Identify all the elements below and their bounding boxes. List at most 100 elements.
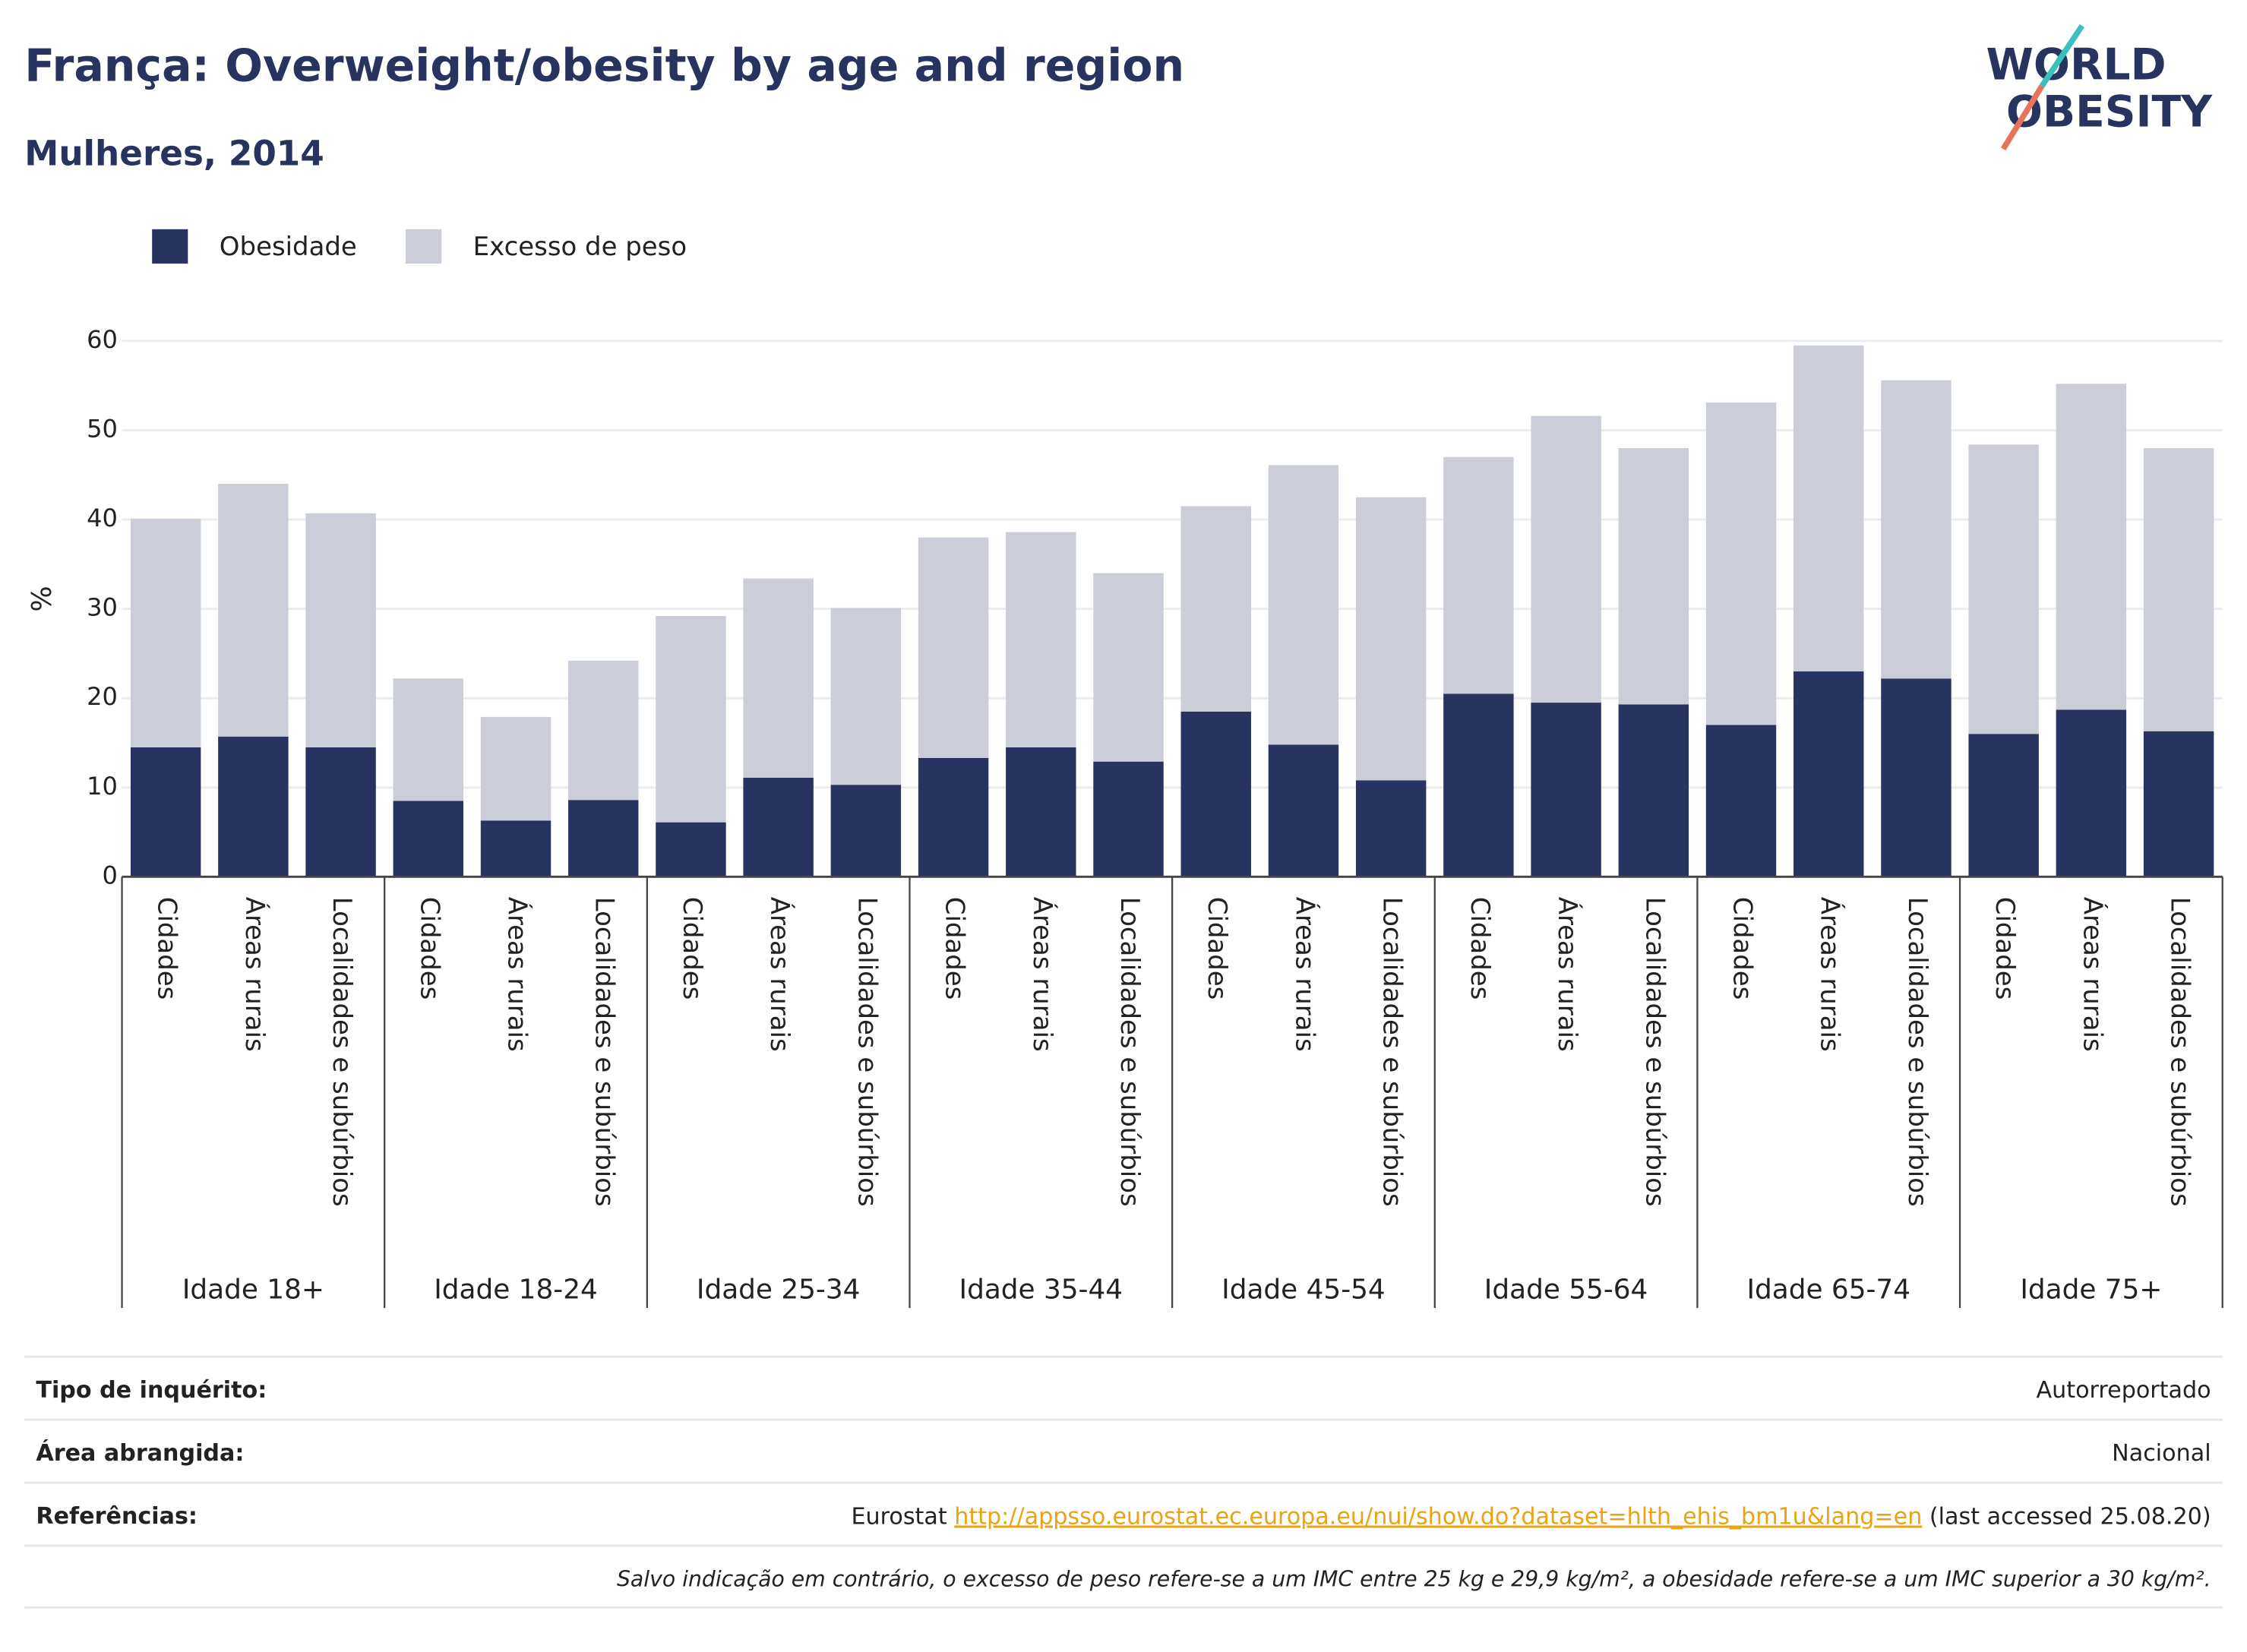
legend-swatch xyxy=(152,229,188,264)
x-tick-label: Cidades xyxy=(940,897,970,1000)
x-tick-label: Cidades xyxy=(414,897,444,1000)
x-tick-label: Localidades e subúrbios xyxy=(327,897,357,1207)
x-tick-label: Localidades e subúrbios xyxy=(2165,897,2195,1207)
bar xyxy=(568,800,639,877)
bar xyxy=(1268,744,1339,877)
logo-slash xyxy=(2039,24,2084,88)
x-tick-label: Áreas rurais xyxy=(1289,897,1320,1052)
logo-text: WORLD xyxy=(1986,39,2166,90)
footer-label: Referências: xyxy=(36,1503,198,1530)
bar xyxy=(2143,447,2214,731)
bar xyxy=(830,785,902,877)
y-tick-label: 10 xyxy=(87,772,118,801)
bar xyxy=(1618,447,1689,705)
x-tick-label: Áreas rurais xyxy=(239,897,270,1052)
bar xyxy=(305,747,376,877)
group-label: Idade 75+ xyxy=(2020,1274,2162,1305)
group-label: Idade 18-24 xyxy=(434,1274,598,1305)
x-tick-label: Cidades xyxy=(1465,897,1495,1000)
bar xyxy=(480,820,551,877)
bar xyxy=(218,484,289,737)
bar xyxy=(743,578,814,778)
group-label: Idade 35-44 xyxy=(959,1274,1124,1305)
legend-swatch xyxy=(406,229,442,264)
bar xyxy=(130,747,201,877)
footer-reference: Eurostat http://appsso.eurostat.ec.europ… xyxy=(851,1503,2211,1530)
logo-text: OBESITY xyxy=(2006,87,2213,137)
x-tick-label: Áreas rurais xyxy=(764,897,795,1052)
bar xyxy=(1705,403,1777,725)
x-tick-label: Localidades e subúrbios xyxy=(589,897,620,1207)
x-tick-label: Cidades xyxy=(1727,897,1758,1000)
y-tick-label: 60 xyxy=(87,325,118,354)
x-tick-label: Áreas rurais xyxy=(502,897,533,1052)
x-tick-label: Áreas rurais xyxy=(1027,897,1058,1052)
bar xyxy=(1355,497,1427,781)
bar xyxy=(1268,465,1339,745)
bar xyxy=(130,518,201,747)
bar xyxy=(1881,678,1952,877)
group-label: Idade 18+ xyxy=(182,1274,324,1305)
bar xyxy=(568,660,639,801)
x-tick-label: Áreas rurais xyxy=(1815,897,1846,1052)
bar xyxy=(393,678,464,801)
bar xyxy=(918,757,989,877)
bar xyxy=(2056,709,2127,877)
x-tick-label: Localidades e subúrbios xyxy=(1902,897,1933,1207)
legend-label: Obesidade xyxy=(220,232,357,262)
bar xyxy=(1093,573,1164,762)
y-axis-label: % xyxy=(27,586,58,611)
bar xyxy=(1531,415,1601,703)
bar xyxy=(1968,734,2039,877)
bar xyxy=(2056,384,2127,710)
bar xyxy=(1180,506,1251,712)
bar xyxy=(656,822,726,877)
x-tick-label: Cidades xyxy=(1989,897,2020,1000)
chart-subtitle: Mulheres, 2014 xyxy=(24,134,324,174)
y-tick-label: 20 xyxy=(87,682,118,711)
bar xyxy=(305,513,376,747)
bar xyxy=(1793,345,1864,671)
logo-slash xyxy=(2000,84,2045,151)
bar xyxy=(1355,780,1427,877)
chart-title: França: Overweight/obesity by age and re… xyxy=(24,40,1184,92)
bar xyxy=(1881,380,1952,679)
y-tick-label: 0 xyxy=(103,861,118,889)
footer-label: Tipo de inquérito: xyxy=(36,1377,267,1404)
bar xyxy=(218,736,289,877)
legend-label: Excesso de peso xyxy=(473,232,687,262)
reference-link[interactable]: http://appsso.eurostat.ec.europa.eu/nui/… xyxy=(954,1503,1922,1530)
bar xyxy=(830,608,902,785)
y-tick-label: 50 xyxy=(87,414,118,443)
group-label: Idade 55-64 xyxy=(1484,1274,1648,1305)
reference-source: Eurostat xyxy=(851,1503,954,1530)
bar xyxy=(2143,731,2214,877)
bar xyxy=(656,616,726,823)
bar xyxy=(1968,444,2039,734)
logo: WORLD OBESITY xyxy=(1986,24,2213,151)
bar xyxy=(480,716,551,821)
x-tick-label: Cidades xyxy=(152,897,182,1000)
x-tick-label: Localidades e subúrbios xyxy=(1114,897,1145,1207)
x-tick-label: Localidades e subúrbios xyxy=(852,897,882,1207)
x-tick-label: Cidades xyxy=(1202,897,1232,1000)
bar xyxy=(1443,456,1514,694)
group-label: Idade 65-74 xyxy=(1746,1274,1910,1305)
x-tick-label: Localidades e subúrbios xyxy=(1639,897,1670,1207)
bar xyxy=(743,777,814,877)
group-label: Idade 25-34 xyxy=(697,1274,861,1305)
y-tick-label: 40 xyxy=(87,504,118,532)
bar xyxy=(1793,671,1864,877)
x-tick-label: Localidades e subúrbios xyxy=(1377,897,1408,1207)
bar xyxy=(1705,725,1777,877)
group-label: Idade 45-54 xyxy=(1221,1274,1386,1305)
bar xyxy=(1093,761,1164,877)
bar xyxy=(1006,747,1076,877)
bar xyxy=(1443,693,1514,877)
bar xyxy=(1006,532,1076,747)
bar xyxy=(1618,704,1689,877)
reference-note: (last accessed 25.08.20) xyxy=(1922,1503,2211,1530)
x-tick-label: Áreas rurais xyxy=(1552,897,1583,1052)
